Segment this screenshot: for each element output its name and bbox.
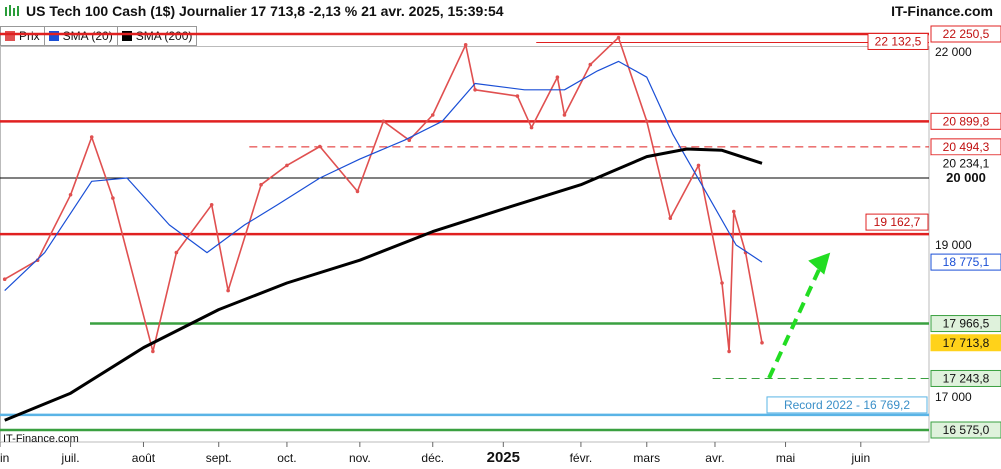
level-tag-label: 17 243,8 [943, 371, 990, 385]
watermark: IT-Finance.com [3, 433, 79, 445]
legend-item-sma20[interactable]: SMA (20) [45, 27, 118, 45]
x-tick-label: févr. [570, 451, 593, 465]
title-bar: US Tech 100 Cash (1$) Journalier 17 713,… [0, 0, 1001, 24]
price-point [760, 340, 764, 345]
x-tick-label: sept. [206, 451, 232, 465]
legend-label: Prix [19, 29, 40, 43]
price-point [407, 138, 412, 142]
price-point [174, 250, 179, 255]
price-point [562, 113, 567, 117]
level-tag-box [930, 421, 1001, 439]
price-point [381, 119, 386, 124]
price-point [68, 192, 73, 197]
y-tick-label: 19 000 [935, 238, 972, 252]
legend-label: SMA (20) [62, 29, 113, 43]
plot-frame [0, 46, 930, 443]
projection-arrow-head [808, 252, 831, 275]
price-point [696, 163, 701, 168]
level-tag-label: 20 000 [946, 170, 986, 185]
price-point [720, 281, 724, 285]
level-tag-box [930, 369, 1001, 387]
value-tag-box [930, 253, 1001, 271]
x-tick-label: mai [776, 451, 795, 465]
series-line-sma-20- [4, 60, 763, 292]
candle-icon [5, 31, 15, 41]
x-tick-label: mars [633, 451, 660, 465]
price-point [515, 94, 520, 98]
chart-title: US Tech 100 Cash (1$) Journalier 17 713,… [26, 3, 504, 19]
series-line-sma-200- [4, 147, 763, 422]
level-tag-box [930, 315, 1001, 333]
x-tick-label: juin [0, 451, 9, 465]
price-point [430, 113, 435, 117]
legend-label: SMA (200) [135, 29, 193, 43]
square-icon [121, 31, 132, 41]
price-point [616, 35, 621, 40]
level-tag-box [930, 112, 1001, 130]
level-tag-box [930, 138, 1001, 156]
price-point [226, 288, 230, 293]
level-tag-box [931, 170, 1001, 186]
price-point [588, 62, 593, 67]
level-tag-label: 20 494,3 [943, 140, 990, 154]
brand-label: IT-Finance.com [891, 3, 993, 19]
grip-icon [5, 5, 19, 16]
y-tick-label: 22 000 [935, 45, 972, 59]
level-tag-label: 16 575,0 [943, 423, 990, 437]
square-icon [48, 31, 59, 41]
price-point [209, 203, 214, 207]
level-tag-box [766, 396, 928, 414]
legend-item-sma200[interactable]: SMA (200) [118, 27, 197, 45]
level-tag-label: 17 966,5 [943, 317, 990, 331]
level-tag-box [865, 213, 929, 231]
price-point [89, 135, 94, 139]
price-point [668, 216, 673, 220]
price-point [259, 182, 263, 187]
projection-arrow-shaft [767, 261, 825, 379]
price-point [727, 349, 731, 354]
price-point [151, 349, 155, 354]
price-point [473, 88, 477, 92]
value-tag-box [931, 155, 1001, 172]
value-tag-label: 18 775,1 [943, 255, 990, 269]
price-point [285, 163, 289, 168]
legend-item-prix[interactable]: Prix [1, 27, 45, 45]
value-tag-box [930, 334, 1001, 352]
value-tag-label: 17 713,8 [943, 336, 990, 350]
price-point [731, 209, 736, 214]
x-tick-label: juin [850, 451, 870, 465]
x-tick-label: août [132, 451, 156, 465]
level-tag-label: 22 132,5 [875, 34, 922, 48]
level-tag-label: 22 250,5 [943, 27, 990, 41]
x-tick-label: juil. [61, 451, 80, 465]
price-point [318, 144, 322, 149]
price-point [555, 75, 560, 79]
price-point [463, 43, 468, 47]
legend: Prix SMA (20) SMA (200) [0, 26, 198, 46]
value-tag-label: 20 234,1 [943, 156, 990, 170]
price-point [2, 277, 7, 282]
x-tick-label: avr. [705, 451, 724, 465]
level-tag-label: 19 162,7 [874, 215, 921, 229]
level-tag-box [867, 32, 929, 50]
x-tick-label: 2025 [487, 449, 520, 466]
y-tick-label: 17 000 [935, 390, 972, 404]
x-tick-label: déc. [421, 451, 444, 465]
price-point [644, 119, 649, 124]
price-point [111, 196, 115, 200]
x-tick-label: nov. [349, 451, 371, 465]
price-point [529, 125, 534, 130]
level-tag-label: Record 2022 - 16 769,2 [784, 398, 910, 412]
x-tick-label: oct. [277, 451, 296, 465]
level-tag-label: 20 899,8 [943, 114, 990, 128]
price-point [35, 258, 40, 263]
price-point [355, 189, 360, 194]
series-line-prix [4, 36, 763, 353]
level-tag-box [930, 25, 1001, 43]
